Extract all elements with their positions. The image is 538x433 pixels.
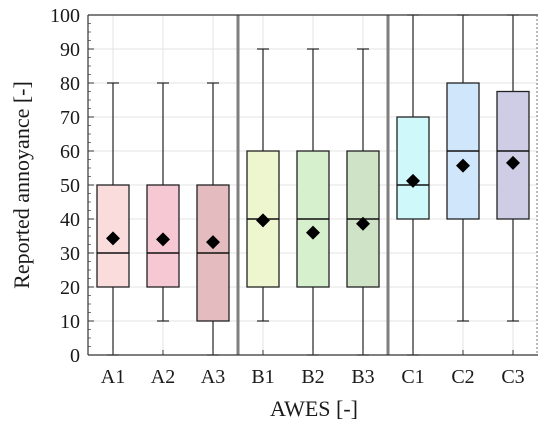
mean-marker xyxy=(206,235,220,250)
x-tick-label: B2 xyxy=(301,366,324,388)
y-tick-label: 60 xyxy=(60,141,80,163)
mean-marker xyxy=(156,232,170,247)
y-tick-label: 40 xyxy=(60,209,80,231)
axes-layer: 0 10 20 30 40 50 60 70 80 90 100 A1 A2 A3 B1 B2 B3 C1 C2 C3 xyxy=(50,5,538,388)
x-tick-label: C1 xyxy=(401,366,424,388)
mean-marker xyxy=(356,216,370,231)
boxes-layer xyxy=(96,14,530,356)
y-axis-label: Reported annoyance [-] xyxy=(9,81,34,289)
y-tick-label: 10 xyxy=(60,311,80,333)
x-tick-label: B3 xyxy=(351,366,374,388)
iqr-box xyxy=(396,116,430,220)
mean-marker xyxy=(106,231,120,246)
y-tick-label: 70 xyxy=(60,107,80,129)
iqr-box xyxy=(496,90,530,220)
x-tick-label: A2 xyxy=(151,366,175,388)
box-c2 xyxy=(446,14,480,322)
group-separators xyxy=(236,15,390,355)
y-tick-label: 50 xyxy=(60,175,80,197)
mean-marker xyxy=(256,213,270,228)
x-tick-label: B1 xyxy=(251,366,274,388)
y-tick-label: 20 xyxy=(60,277,80,299)
mean-marker xyxy=(306,225,320,240)
y-tick-label: 90 xyxy=(60,39,80,61)
x-tick-label: C3 xyxy=(501,366,524,388)
box-a3 xyxy=(196,82,230,356)
mean-marker xyxy=(406,173,420,188)
box-b1 xyxy=(246,48,280,322)
x-axis-label: AWES [-] xyxy=(270,396,358,421)
x-tick-label: C2 xyxy=(451,366,474,388)
mean-marker xyxy=(506,155,520,170)
y-tick-label: 0 xyxy=(70,345,80,367)
y-tick-label: 80 xyxy=(60,73,80,95)
x-tick-label: A1 xyxy=(101,366,125,388)
box-b3 xyxy=(346,48,380,356)
y-tick-label: 30 xyxy=(60,243,80,265)
box-c1 xyxy=(396,14,430,356)
box-b2 xyxy=(296,48,330,356)
box-a1 xyxy=(96,82,130,356)
mean-marker xyxy=(456,158,470,173)
y-tick-label: 100 xyxy=(50,5,80,27)
x-tick-label: A3 xyxy=(201,366,225,388)
box-c3 xyxy=(496,14,530,322)
box-a2 xyxy=(146,82,180,322)
